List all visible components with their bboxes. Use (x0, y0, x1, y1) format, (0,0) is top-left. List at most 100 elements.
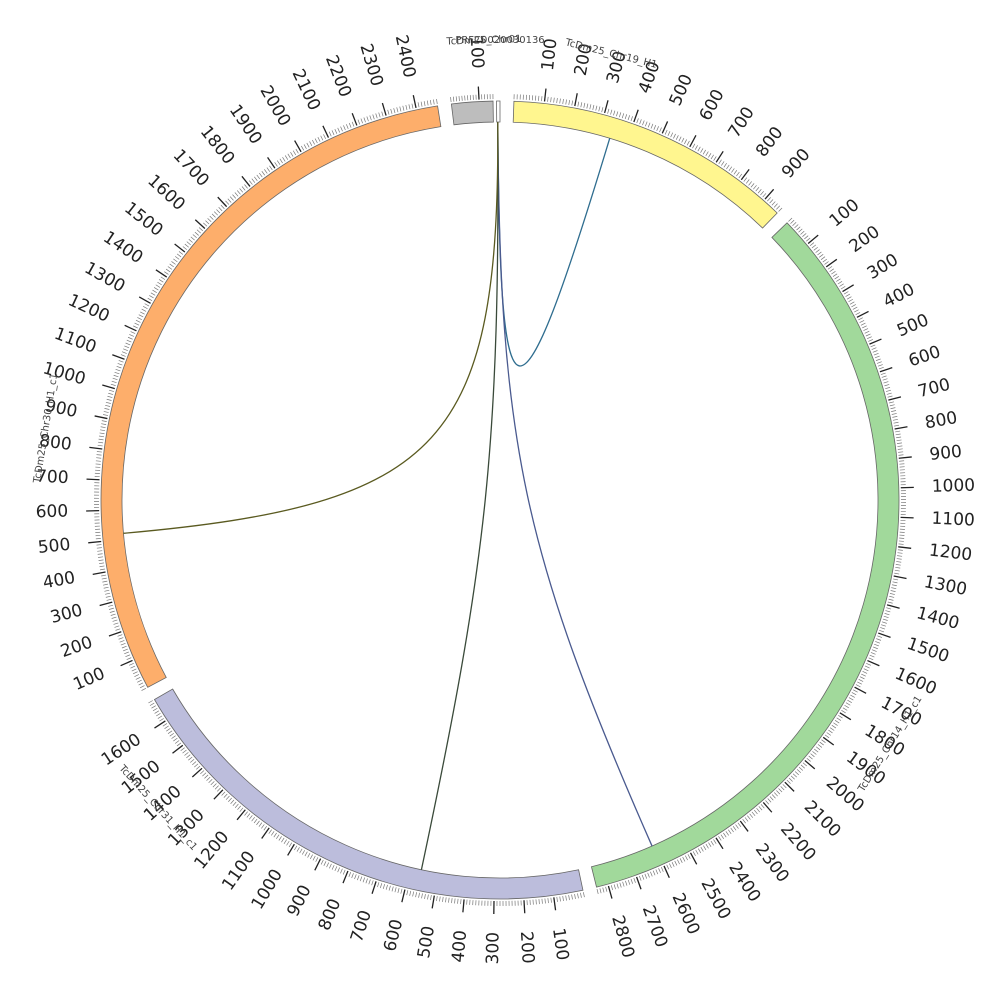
minor-tick (104, 408, 110, 410)
minor-tick (360, 118, 363, 124)
tick-label-chr14: 1400 (914, 603, 961, 634)
minor-tick (855, 684, 861, 688)
major-tick (155, 269, 168, 278)
minor-tick (700, 148, 704, 153)
minor-tick (165, 268, 171, 273)
minor-tick (671, 862, 675, 867)
minor-tick (877, 364, 883, 367)
minor-tick (125, 342, 131, 346)
minor-tick (550, 97, 552, 103)
minor-tick (659, 127, 662, 133)
minor-tick (445, 897, 447, 903)
tick-label-chr19: 100 (538, 37, 561, 71)
minor-tick (149, 702, 155, 706)
minor-tick (372, 114, 375, 120)
minor-tick (806, 757, 811, 762)
minor-tick (96, 454, 102, 456)
minor-tick (225, 795, 230, 800)
minor-tick (894, 569, 900, 572)
major-tick (94, 415, 108, 420)
minor-tick (556, 98, 558, 104)
minor-tick (375, 113, 378, 119)
ideogram-query (496, 100, 501, 123)
minor-tick (439, 896, 441, 902)
minor-tick (122, 648, 128, 652)
minor-tick (194, 763, 199, 768)
tick-label-chr31: 400 (448, 929, 471, 963)
minor-tick (703, 845, 707, 851)
minor-tick (613, 110, 616, 116)
minor-tick (180, 747, 185, 752)
tick-label-chr30: 700 (36, 467, 69, 489)
minor-tick (664, 129, 668, 135)
major-tick (477, 86, 480, 100)
major-tick (867, 659, 880, 667)
minor-tick (288, 842, 293, 848)
minor-tick (858, 679, 864, 682)
minor-tick (256, 820, 260, 826)
tick-label-chr30: 300 (48, 600, 84, 628)
minor-tick (184, 243, 189, 248)
minor-tick (100, 426, 106, 429)
minor-tick (773, 203, 778, 208)
minor-tick (223, 793, 228, 798)
minor-tick (847, 699, 852, 703)
minor-tick (209, 215, 214, 220)
tick-label-chr14: 2800 (607, 913, 638, 960)
minor-tick (99, 435, 105, 438)
minor-tick (562, 98, 564, 104)
minor-tick (200, 770, 205, 775)
minor-tick (125, 654, 131, 658)
minor-tick (562, 896, 564, 902)
minor-tick (160, 276, 166, 280)
major-tick (371, 881, 377, 894)
minor-tick (735, 824, 739, 829)
minor-tick (307, 852, 311, 858)
minor-tick (718, 159, 722, 165)
minor-tick (897, 552, 903, 554)
major-tick (112, 354, 125, 360)
tick-label-chr31: 100 (548, 927, 572, 962)
minor-tick (106, 598, 112, 601)
minor-tick (874, 355, 880, 359)
minor-tick (627, 879, 631, 885)
tick-label-chr14: 2200 (776, 819, 819, 865)
minor-tick (670, 132, 674, 138)
minor-tick (106, 398, 112, 401)
minor-tick (556, 896, 558, 902)
minor-tick (264, 169, 268, 174)
minor-tick (869, 654, 875, 658)
minor-tick (99, 568, 106, 571)
minor-tick (829, 268, 834, 272)
minor-tick (616, 883, 619, 889)
minor-tick (164, 271, 169, 275)
tick-label-chr31: 1200 (190, 827, 233, 873)
minor-tick (885, 610, 891, 613)
minor-tick (885, 389, 891, 392)
minor-tick (171, 261, 176, 265)
minor-tick (104, 589, 110, 592)
major-tick (661, 121, 669, 134)
minor-tick (133, 325, 138, 329)
minor-tick (194, 231, 199, 236)
major-tick (879, 367, 893, 373)
minor-tick (99, 565, 105, 568)
minor-tick (162, 723, 168, 727)
minor-tick (862, 325, 867, 329)
minor-tick (778, 788, 783, 793)
minor-tick (206, 776, 211, 781)
major-tick (822, 736, 835, 746)
major-tick (825, 258, 838, 268)
link-chr14 (497, 122, 653, 847)
minor-tick (857, 681, 862, 685)
minor-tick (800, 764, 806, 769)
minor-tick (158, 279, 164, 283)
minor-tick (271, 831, 275, 836)
minor-tick (423, 101, 426, 107)
minor-tick (329, 863, 332, 869)
minor-tick (660, 866, 664, 872)
minor-tick (121, 645, 127, 649)
minor-tick (753, 809, 758, 815)
minor-tick (101, 420, 107, 422)
